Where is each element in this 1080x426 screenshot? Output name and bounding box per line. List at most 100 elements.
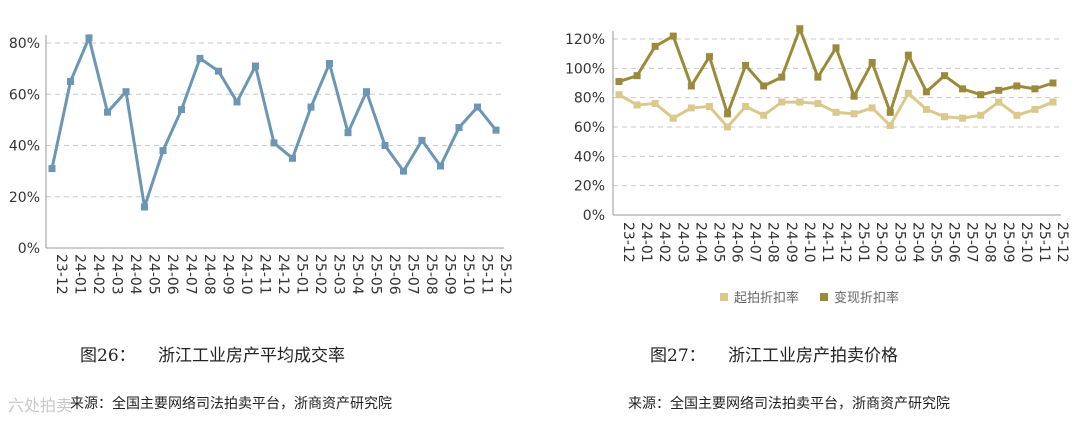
chart1-data-point — [122, 88, 130, 96]
legend-swatch-0 — [720, 293, 728, 301]
chart1-series-line-0 — [50, 36, 498, 209]
chart1-data-point — [48, 165, 56, 173]
chart1-data-point — [196, 54, 204, 62]
chart2-data-point — [1049, 98, 1057, 106]
chart1-data-point — [307, 103, 315, 111]
chart1-data-point — [215, 67, 222, 75]
chart-auction-price: 0%20%40%60%80%100%120%23-12 24-01 24-02 24-… — [565, 25, 1070, 306]
chart2-series-line-1 — [618, 27, 1054, 116]
chart1-x-tick-label: 25-03 — [331, 254, 347, 295]
chart2-x-tick-label: 25-05 — [927, 222, 943, 263]
chart2-y-tick-label: 20% — [574, 179, 605, 195]
chart2-data-point — [814, 100, 822, 108]
chart1-x-tick-label: 24-03 — [109, 254, 125, 295]
chart2-data-point — [778, 73, 786, 81]
chart2-data-point — [850, 110, 858, 118]
chart2-data-point — [868, 104, 876, 112]
chart1-data-point — [400, 167, 407, 175]
chart2-y-tick-label: 60% — [574, 120, 605, 136]
chart2-data-point — [832, 44, 840, 52]
chart2-data-point — [904, 51, 912, 59]
chart1-y-tick-label: 20% — [9, 190, 40, 206]
left-figure-title: 浙江工业房产平均成交率 — [158, 346, 345, 366]
chart2-data-point — [904, 89, 912, 97]
legend-label-1: 变现折扣率 — [834, 290, 899, 306]
chart1-data-point — [492, 126, 500, 134]
chart2-x-tick-label: 24-02 — [656, 222, 672, 263]
chart1-x-tick-label: 23-12 — [53, 254, 69, 295]
chart2-data-point — [669, 32, 677, 40]
chart1-y-tick-label: 0% — [18, 241, 40, 257]
chart1-data-point — [178, 106, 185, 114]
chart2-data-point — [705, 102, 713, 110]
chart1-data-point — [141, 203, 148, 211]
chart2-x-tick-label: 24-01 — [638, 222, 654, 263]
chart2-data-point — [760, 82, 768, 90]
chart2-data-point — [615, 78, 623, 86]
chart2-x-tick-label: 25-12 — [1054, 222, 1070, 263]
chart2-data-point — [778, 98, 786, 106]
legend-swatch-1 — [820, 293, 828, 301]
chart1-x-tick-label: 25-10 — [460, 254, 476, 295]
chart1-y-tick-label: 40% — [9, 139, 40, 155]
chart2-data-point — [941, 113, 948, 121]
chart2-data-point — [687, 104, 695, 112]
chart1-data-point — [104, 108, 111, 116]
chart2-data-point — [651, 42, 659, 50]
chart2-data-point — [995, 86, 1003, 94]
chart1-data-point — [418, 136, 426, 144]
chart2-x-tick-label: 25-09 — [1000, 222, 1016, 263]
chart2-data-point — [886, 108, 894, 116]
chart1-data-point — [159, 147, 167, 155]
chart2-y-tick-label: 100% — [565, 61, 605, 77]
chart1-x-tick-label: 25-02 — [312, 254, 328, 295]
chart1-x-tick-label: 24-12 — [275, 254, 291, 295]
chart2-data-point — [814, 73, 822, 81]
chart2-data-point — [959, 114, 967, 122]
chart2-data-point — [633, 72, 641, 80]
chart2-data-point — [922, 88, 930, 96]
chart1-x-tick-label: 25-11 — [479, 254, 495, 295]
chart2-x-tick-label: 25-11 — [1036, 222, 1052, 263]
chart2-data-point — [796, 98, 804, 106]
chart2-data-point — [796, 25, 804, 33]
chart2-data-point — [995, 98, 1003, 106]
chart2-y-tick-label: 40% — [574, 149, 605, 165]
chart2-data-point — [922, 105, 930, 113]
right-figure-title: 浙江工业房产拍卖价格 — [728, 346, 898, 366]
chart2-data-point — [1031, 105, 1039, 113]
chart1-x-tick-label: 25-01 — [294, 254, 310, 295]
left-figure-number: 图26： — [80, 346, 136, 366]
chart1-x-tick-label: 24-11 — [257, 254, 273, 295]
chart2-data-point — [1013, 111, 1021, 119]
chart2-data-point — [724, 110, 731, 118]
chart2-x-tick-label: 24-07 — [747, 222, 763, 263]
chart2-data-point — [742, 61, 750, 69]
chart1-data-point — [289, 154, 296, 162]
left-source: 来源：全国主要网络司法拍卖平台，浙商资产研究院 — [70, 396, 392, 412]
chart1-data-point — [326, 60, 333, 67]
chart1-data-point — [85, 34, 93, 42]
chart2-x-tick-label: 24-06 — [729, 222, 745, 263]
chart2-x-tick-label: 24-11 — [819, 222, 835, 263]
chart1-data-point — [455, 124, 463, 132]
chart2-data-point — [977, 91, 985, 99]
chart2-data-point — [959, 85, 967, 93]
chart2-x-tick-label: 25-04 — [909, 222, 925, 263]
chart2-data-point — [687, 82, 695, 90]
chart1-x-tick-label: 24-06 — [164, 254, 180, 295]
chart1-data-point — [381, 142, 389, 149]
chart1-data-point — [363, 88, 370, 96]
chart2-data-point — [633, 101, 641, 109]
chart2-x-tick-label: 25-01 — [855, 222, 871, 263]
chart1-data-point — [437, 162, 444, 170]
chart2-x-tick-label: 25-03 — [891, 222, 907, 263]
chart1-y-tick-label: 80% — [9, 36, 40, 52]
chart-transaction-rate: 0%20%40%60%80%23-12 24-01 24-02 24-03 24-04 2… — [9, 34, 513, 295]
chart1-x-tick-label: 25-07 — [405, 254, 421, 295]
chart2-x-tick-label: 23-12 — [620, 222, 636, 263]
chart1-y-tick-label: 60% — [9, 87, 40, 103]
chart2-data-point — [1049, 79, 1057, 87]
chart2-data-point — [850, 92, 858, 100]
